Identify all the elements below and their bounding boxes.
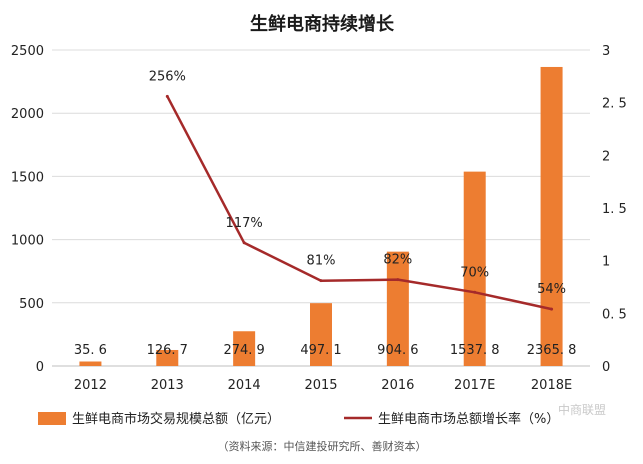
left-tick-label: 2500: [11, 44, 44, 59]
bar-value-labels: 35. 6 126. 7 274. 9 497. 1 904. 6 1537. 8 2365…: [74, 343, 576, 358]
right-axis-ticks: 0 0. 5 1 1. 5 2 2. 5 3: [602, 44, 627, 375]
line-value-label: 82%: [383, 253, 412, 268]
line-value-label: 70%: [460, 265, 489, 280]
line-point: [165, 94, 169, 98]
x-tick-label: 2018E: [531, 378, 572, 393]
right-tick-label: 2. 5: [602, 97, 627, 112]
bar-value-label: 1537. 8: [450, 343, 500, 358]
line-value-label: 54%: [537, 282, 566, 297]
right-tick-label: 0. 5: [602, 307, 627, 322]
bar: [79, 361, 102, 366]
bar: [310, 303, 332, 366]
watermark: 中商联盟: [558, 402, 606, 417]
line-point: [396, 278, 400, 282]
line-value-labels: 256% 117% 81% 82% 70% 54%: [149, 69, 566, 297]
bar: [156, 349, 179, 366]
legend: 生鲜电商市场交易规模总额（亿元） 生鲜电商市场总额增长率（%）: [38, 411, 559, 427]
right-tick-label: 1. 5: [602, 202, 627, 217]
x-tick-label: 2016: [381, 378, 414, 393]
right-tick-label: 0: [602, 360, 610, 375]
left-tick-label: 0: [36, 360, 44, 375]
line-point: [473, 290, 477, 294]
x-tick-label: 2013: [151, 378, 184, 393]
chart-title: 生鲜电商持续增长: [250, 13, 395, 35]
line-point: [242, 241, 246, 245]
line-value-label: 256%: [149, 69, 186, 84]
left-tick-label: 2000: [11, 107, 44, 122]
line-series: [165, 94, 554, 311]
legend-bar-label: 生鲜电商市场交易规模总额（亿元）: [72, 411, 280, 427]
bar-value-label: 274. 9: [223, 343, 264, 358]
bar: [233, 331, 256, 366]
bar-value-label: 904. 6: [377, 343, 418, 358]
left-axis-ticks: 0 500 1000 1500 2000 2500: [11, 44, 44, 375]
line-value-label: 117%: [226, 216, 263, 231]
bar-value-label: 35. 6: [74, 343, 107, 358]
x-tick-label: 2014: [228, 378, 261, 393]
bar: [540, 66, 563, 366]
bar-value-label: 2365. 8: [527, 343, 577, 358]
line-value-label: 81%: [307, 254, 336, 269]
source-note: （资料来源：中信建投研究所、善财资本）: [218, 439, 427, 453]
bar-series: [79, 66, 563, 366]
left-tick-label: 500: [19, 297, 44, 312]
x-tick-label: 2015: [304, 378, 337, 393]
right-tick-label: 2: [602, 149, 610, 164]
right-tick-label: 1: [602, 255, 610, 270]
growth-line: [166, 95, 552, 311]
x-tick-label: 2017E: [454, 378, 495, 393]
x-axis-ticks: 2012 2013 2014 2015 2016 2017E 2018E: [74, 378, 572, 393]
bar-value-label: 126. 7: [147, 343, 188, 358]
bar: [463, 171, 486, 366]
line-point: [319, 279, 323, 283]
bar-value-label: 497. 1: [300, 343, 341, 358]
gridlines: [52, 49, 590, 367]
legend-line-label: 生鲜电商市场总额增长率（%）: [378, 411, 559, 427]
legend-bar-swatch: [38, 412, 66, 425]
x-tick-label: 2012: [74, 378, 107, 393]
left-tick-label: 1000: [11, 234, 44, 249]
right-tick-label: 3: [602, 44, 610, 59]
left-tick-label: 1500: [11, 170, 44, 185]
line-point: [550, 307, 554, 311]
